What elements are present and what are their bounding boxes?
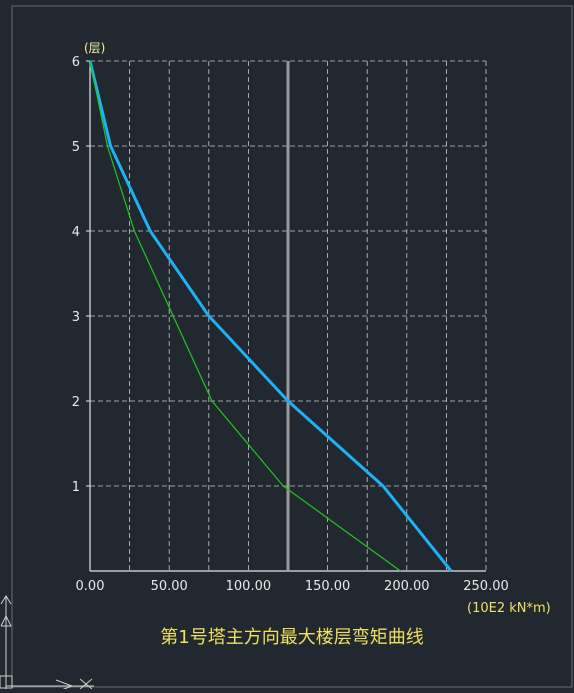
x-tick-label: 250.00: [463, 579, 509, 594]
x-tick-label: 200.00: [384, 579, 430, 594]
y-tick-label: 2: [72, 395, 80, 410]
x-tick-label: 100.00: [226, 579, 272, 594]
y-tick-label: 4: [72, 225, 80, 240]
chart-title: 第1号塔主方向最大楼层弯矩曲线: [160, 627, 423, 648]
axes: [86, 60, 486, 572]
x-tick-label: 150.00: [305, 579, 351, 594]
y-tick-label: 3: [72, 310, 80, 325]
x-tick-label: 0.00: [76, 579, 105, 594]
y-tick-label: 1: [72, 480, 80, 495]
y-axis-label: (层): [84, 41, 105, 55]
x-tick-label: 50.00: [151, 579, 188, 594]
tick-labels: 0.00 50.00 100.00 150.00 200.00 250.00 1 2 3 4 5 6: [72, 55, 509, 594]
x-axis-label: (10E2 kN*m): [467, 601, 551, 616]
series-layer: [88, 60, 453, 572]
series-line-1: [88, 60, 453, 572]
y-tick-label: 6: [72, 55, 80, 70]
drawing-frame: [11, 5, 573, 688]
series-line-2: [89, 60, 401, 572]
ucs-icon: [0, 595, 94, 693]
grid-lines: [90, 60, 487, 571]
y-tick-label: 5: [72, 140, 80, 155]
